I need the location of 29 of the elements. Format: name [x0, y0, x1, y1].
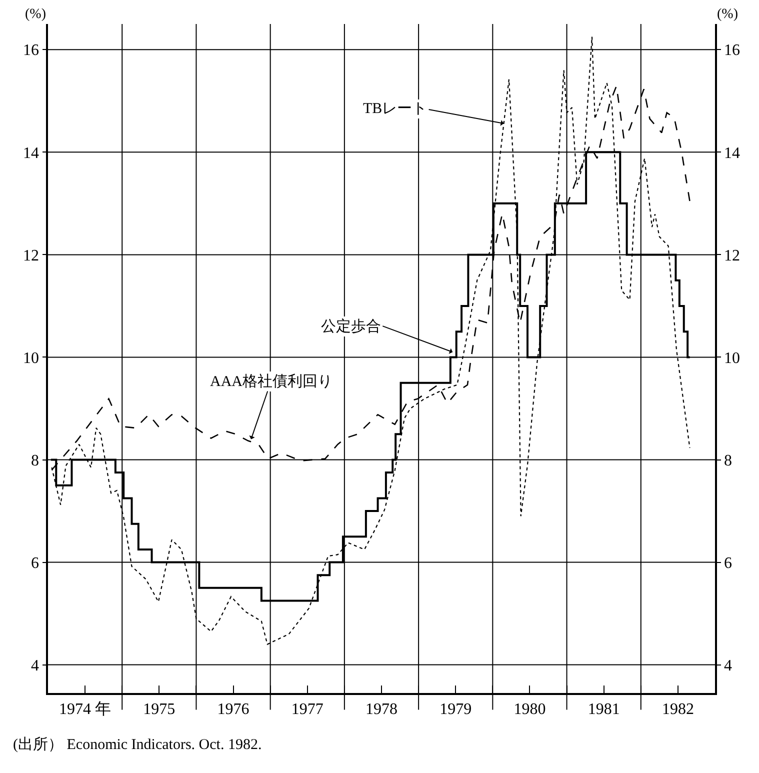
- x-tick-label: 1976: [217, 700, 250, 718]
- y-tick-label: 8: [31, 452, 40, 470]
- x-tick-label: 1977: [291, 700, 324, 718]
- y2-tick-label: 12: [724, 247, 740, 264]
- annotation: TBレート: [363, 101, 428, 117]
- annotation: AAA格社債利回り: [210, 373, 332, 390]
- y2-tick-label: 16: [724, 42, 740, 60]
- y2-axis-title: (%): [717, 7, 738, 22]
- y-tick-label: 10: [23, 350, 40, 367]
- x-tick-label: 1979: [440, 700, 472, 718]
- x-tick-label: 1975: [143, 700, 176, 718]
- y-tick-label: 16: [23, 42, 40, 60]
- y-tick-label: 12: [23, 247, 40, 264]
- y-tick-label: 14: [23, 144, 40, 162]
- y2-tick-label: 14: [724, 144, 740, 162]
- annotation: 公定歩合: [321, 318, 381, 335]
- x-tick-label: 1980: [514, 700, 546, 718]
- y2-tick-label: 8: [724, 452, 732, 470]
- y-tick-label: 6: [31, 554, 40, 572]
- y2-tick-label: 4: [724, 657, 732, 674]
- x-tick-label: 1978: [366, 700, 398, 718]
- x-tick-label: 1974 年: [59, 700, 112, 718]
- y-tick-label: 4: [31, 657, 40, 674]
- y-axis-title: (%): [25, 7, 46, 22]
- y2-tick-label: 6: [724, 554, 732, 572]
- x-tick-label: 1982: [662, 700, 694, 718]
- text: (出所） Economic Indicators. Oct. 1982.: [13, 736, 262, 753]
- y2-tick-label: 10: [724, 350, 740, 367]
- x-tick-label: 1981: [588, 700, 620, 718]
